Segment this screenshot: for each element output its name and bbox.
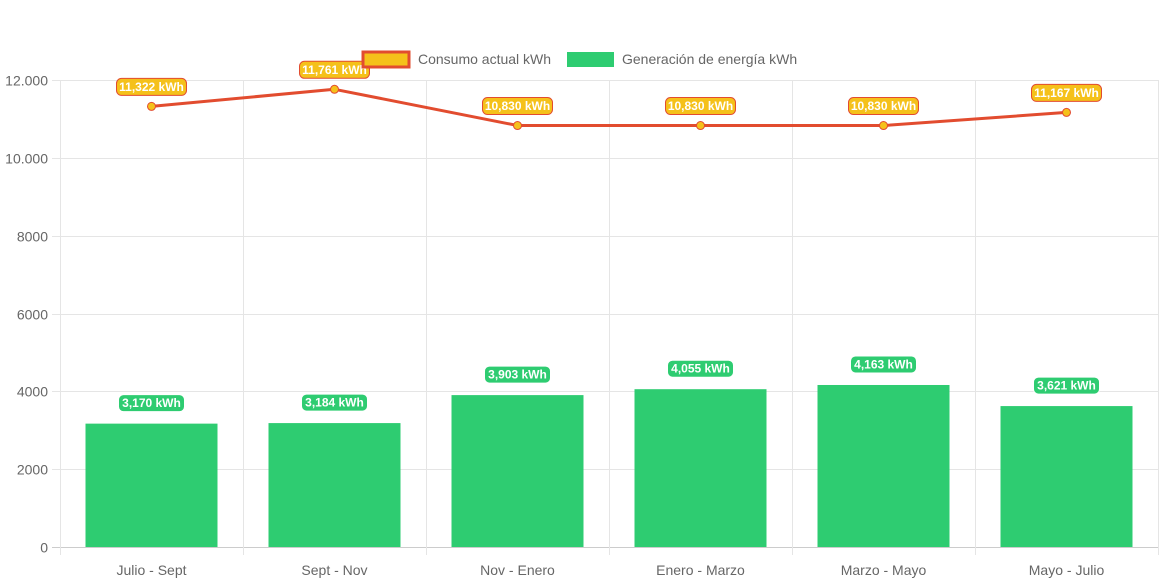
- line-consumo: [151, 87, 1067, 128]
- bar-generacion: [268, 423, 401, 547]
- y-tick-label: 8000: [17, 229, 48, 245]
- grid: [52, 80, 1159, 555]
- legend-item-generacion[interactable]: Generación de energía kWh: [567, 51, 797, 67]
- legend-swatch-consumo: [361, 50, 411, 69]
- bar-data-label-text: 3,621 kWh: [1037, 379, 1096, 393]
- line-data-label-text: 11,322 kWh: [119, 80, 184, 94]
- line-point: [1062, 107, 1071, 117]
- line-point: [513, 121, 522, 131]
- y-tick-label: 0: [40, 540, 48, 556]
- line-series: [147, 84, 1071, 131]
- y-tick-label: 6000: [17, 307, 48, 323]
- line-data-label: 10,830 kWh: [848, 97, 919, 116]
- bar-generacion: [1000, 406, 1133, 547]
- line-data-label-bg: [665, 97, 736, 116]
- line-data-label: 11,322 kWh: [116, 77, 187, 96]
- line-data-label: 11,761 kWh: [299, 60, 370, 79]
- x-tick-label: Nov - Enero: [480, 562, 555, 578]
- bar-data-label-bg: [118, 394, 185, 413]
- line-data-label-text: 11,167 kWh: [1034, 86, 1099, 100]
- line-data-label-text: 10,830 kWh: [485, 99, 550, 113]
- bar-generacion: [451, 395, 584, 547]
- line-point: [696, 121, 705, 131]
- x-tick-label: Sept - Nov: [301, 562, 367, 578]
- line-data-label-bg: [299, 60, 370, 79]
- bar-data-label: 3,184 kWh: [301, 393, 368, 412]
- line-data-label-text: 10,830 kWh: [668, 99, 733, 113]
- bar-data-label-bg: [1033, 376, 1100, 395]
- data-labels: 3,170 kWh 3,184 kWh 3,903 kWh 4,055 kWh 4,16…: [116, 60, 1102, 413]
- bar-data-label-bg: [850, 355, 917, 374]
- y-tick-label: 2000: [17, 462, 48, 478]
- bar-data-label: 3,621 kWh: [1033, 376, 1100, 395]
- bar-generacion: [85, 423, 218, 547]
- bar-data-label-bg: [667, 359, 734, 378]
- bar-generacion: [817, 384, 950, 547]
- line-data-label-text: 10,830 kWh: [851, 99, 916, 113]
- y-tick-label: 12.000: [5, 73, 48, 89]
- x-tick-label: Julio - Sept: [116, 562, 186, 578]
- bar-series: [85, 384, 1133, 547]
- y-tick-label: 4000: [17, 384, 48, 400]
- bar-data-label-text: 3,184 kWh: [305, 396, 364, 410]
- line-data-label: 11,167 kWh: [1031, 83, 1102, 102]
- line-point: [330, 84, 339, 94]
- line-data-label-bg: [1031, 83, 1102, 102]
- x-tick-label: Marzo - Mayo: [841, 562, 927, 578]
- line-data-label: 10,830 kWh: [482, 97, 553, 116]
- line-point: [147, 101, 156, 111]
- line-data-label-bg: [116, 77, 187, 96]
- legend-swatch-generacion: [567, 52, 614, 67]
- legend[interactable]: Consumo actual kWh Generación de energía …: [361, 50, 797, 69]
- legend-item-consumo[interactable]: Consumo actual kWh: [361, 50, 551, 69]
- line-data-label-text: 11,761 kWh: [302, 63, 367, 77]
- bar-generacion: [634, 389, 767, 547]
- bar-data-label-text: 3,903 kWh: [488, 368, 547, 382]
- axes: 0 2000 4000 6000 8000 10.000 12.000 Julio - Sep…: [5, 73, 1104, 579]
- bar-data-label: 3,903 kWh: [484, 365, 551, 384]
- line-data-label-bg: [482, 97, 553, 116]
- bar-data-label-text: 4,163 kWh: [854, 357, 913, 371]
- x-tick-label: Enero - Marzo: [656, 562, 745, 578]
- line-data-label-bg: [848, 97, 919, 116]
- bar-data-label-bg: [301, 393, 368, 412]
- line-data-label: 10,830 kWh: [665, 97, 736, 116]
- bar-data-label-text: 4,055 kWh: [671, 362, 730, 376]
- line-point: [879, 121, 888, 131]
- legend-label-consumo: Consumo actual kWh: [418, 51, 551, 67]
- bar-data-label: 4,163 kWh: [850, 355, 917, 374]
- y-tick-label: 10.000: [5, 151, 48, 167]
- bar-data-label-text: 3,170 kWh: [122, 396, 181, 410]
- x-tick-label: Mayo - Julio: [1029, 562, 1105, 578]
- bar-data-label-bg: [484, 365, 551, 384]
- bar-data-label: 3,170 kWh: [118, 394, 185, 413]
- legend-label-generacion: Generación de energía kWh: [622, 51, 797, 67]
- bar-data-label: 4,055 kWh: [667, 359, 734, 378]
